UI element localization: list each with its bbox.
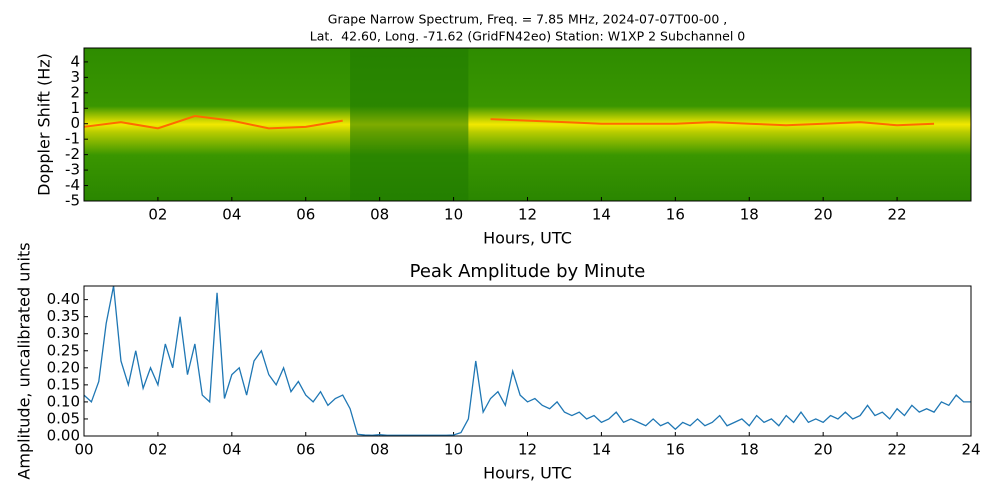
x-tick-label: 10 <box>444 206 463 224</box>
y-tick-label: 2 <box>70 83 80 101</box>
x-tick-label: 16 <box>666 441 685 459</box>
x-tick-label: 16 <box>666 206 685 224</box>
x-axis-label: Hours, UTC <box>483 464 572 483</box>
y-axis-label: Amplitude, uncalibrated units <box>15 242 34 479</box>
doppler-trace <box>83 114 935 130</box>
x-tick-label: 14 <box>592 441 611 459</box>
y-axis-label: Doppler Shift (Hz) <box>35 53 54 196</box>
x-tick-label: 14 <box>592 206 611 224</box>
x-tick-label: 06 <box>296 441 315 459</box>
chart-title: Lat. 42.60, Long. -71.62 (GridFN42eo) St… <box>310 29 746 44</box>
x-tick-label: 18 <box>740 441 759 459</box>
x-tick-label: 02 <box>148 441 167 459</box>
x-tick-label: 04 <box>222 441 241 459</box>
y-tick-label: -2 <box>65 145 80 163</box>
y-tick-label: 4 <box>70 52 80 70</box>
x-tick-label: 02 <box>148 206 167 224</box>
y-tick-label: 3 <box>70 68 80 86</box>
y-tick-label: -1 <box>65 130 80 148</box>
x-tick-label: 22 <box>888 441 907 459</box>
spectrogram-image <box>84 48 971 201</box>
plot-frame <box>83 47 972 202</box>
x-tick-label: 08 <box>370 441 389 459</box>
x-tick-label: 20 <box>814 441 833 459</box>
y-tick-label: 0.05 <box>47 409 80 427</box>
y-tick-label: 0.15 <box>47 375 80 393</box>
chart-title: Peak Amplitude by Minute <box>410 261 646 282</box>
chart-title: Grape Narrow Spectrum, Freq. = 7.85 MHz,… <box>328 12 727 27</box>
quiet-region <box>350 48 469 201</box>
x-tick-label: 22 <box>888 206 907 224</box>
y-tick-label: 0.00 <box>47 427 80 445</box>
y-tick-label: 1 <box>70 99 80 117</box>
amplitude-line <box>83 285 971 436</box>
y-tick-label: 0.40 <box>47 290 80 308</box>
y-tick-label: -3 <box>65 161 80 179</box>
x-axis-label: Hours, UTC <box>483 229 572 248</box>
x-tick-label: 00 <box>74 441 93 459</box>
x-tick-label: 08 <box>370 206 389 224</box>
y-tick-label: 0.20 <box>47 358 80 376</box>
y-tick-label: 0.35 <box>47 307 80 325</box>
y-tick-label: 0 <box>70 114 80 132</box>
y-tick-label: 0.25 <box>47 341 80 359</box>
y-tick-label: 0.30 <box>47 324 80 342</box>
x-tick-label: 12 <box>518 206 537 224</box>
x-tick-label: 20 <box>814 206 833 224</box>
plot-frame <box>83 285 972 437</box>
x-tick-label: 04 <box>222 206 241 224</box>
x-tick-label: 18 <box>740 206 759 224</box>
x-tick-label: 10 <box>444 441 463 459</box>
y-tick-label: -5 <box>65 192 80 210</box>
x-tick-label: 12 <box>518 441 537 459</box>
y-tick-label: 0.10 <box>47 392 80 410</box>
x-tick-label: 06 <box>296 206 315 224</box>
x-tick-label: 24 <box>961 441 980 459</box>
y-tick-label: -4 <box>65 176 80 194</box>
